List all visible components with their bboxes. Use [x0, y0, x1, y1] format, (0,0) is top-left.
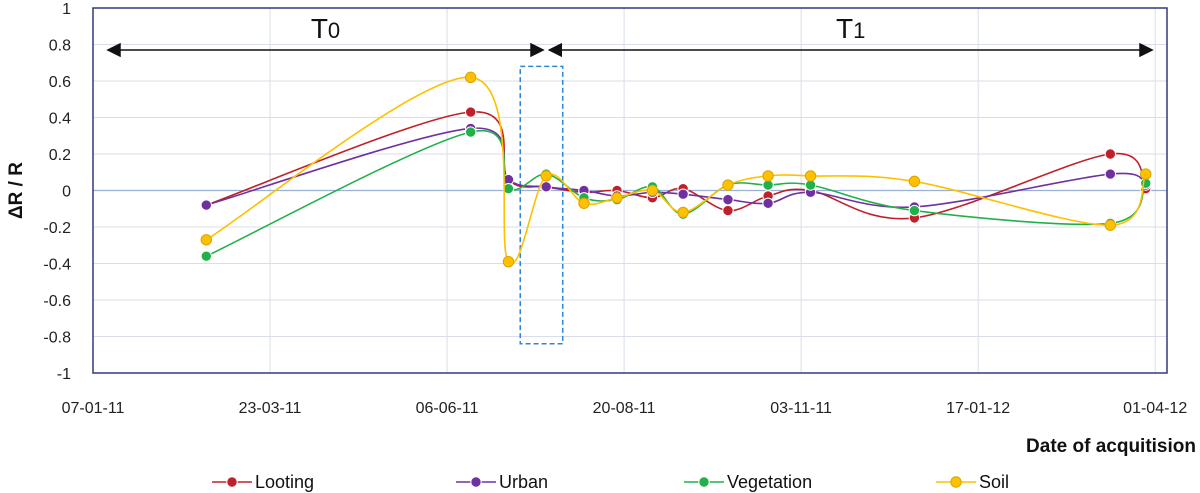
x-axis-title: Date of acquitision: [1026, 436, 1196, 457]
axis-ticks: -1 -0.8 -0.6 -0.4 -0.2 0 0.2 0.4 0.6 0.8 1 07-01-11…: [43, 1, 1187, 417]
y-tick-label: 0.8: [49, 38, 71, 55]
y-tick-label: -0.6: [43, 293, 71, 310]
x-tick-label: 07-01-11: [62, 400, 125, 417]
data-point-soil: [464, 71, 477, 84]
data-point-urban: [200, 199, 213, 211]
data-point-soil: [578, 197, 590, 209]
data-point-looting: [464, 106, 477, 118]
data-point-vegetation: [464, 126, 477, 138]
legend-label-urban: Urban: [499, 472, 548, 492]
y-axis-title: ΔR / R: [6, 162, 27, 219]
data-point-urban: [762, 197, 774, 209]
y-tick-label: -0.4: [43, 257, 71, 274]
annotations: T0 T1: [106, 13, 1154, 345]
legend-marker-looting: [226, 476, 238, 488]
y-tick-label: 0: [62, 184, 71, 201]
legend-marker-soil: [950, 476, 962, 488]
data-point-soil: [1140, 168, 1152, 180]
data-point-soil: [540, 170, 552, 182]
data-point-soil: [611, 192, 623, 204]
y-tick-label: -1: [57, 366, 71, 383]
x-tick-label: 20-08-11: [593, 400, 656, 417]
series-line-looting: [206, 111, 1147, 220]
legend-label-soil: Soil: [979, 472, 1009, 492]
legend-label-looting: Looting: [255, 472, 314, 492]
data-point-looting: [1104, 148, 1117, 160]
legend-label-vegetation: Vegetation: [727, 472, 812, 492]
x-tick-label: 17-01-12: [946, 400, 1010, 417]
x-tick-label: 23-03-11: [239, 400, 302, 417]
y-tick-label: -0.8: [43, 330, 71, 347]
period-label: T1: [836, 13, 865, 44]
y-tick-label: 0.4: [49, 111, 71, 128]
highlight-box: [519, 65, 564, 345]
legend-marker-urban: [470, 476, 482, 488]
series-soil: [200, 71, 1152, 268]
series-line-soil: [205, 76, 1147, 265]
data-point-soil: [200, 234, 213, 246]
data-point-urban: [722, 193, 734, 206]
y-tick-label: 0.2: [49, 147, 71, 164]
data-point-urban: [540, 181, 552, 193]
y-tick-label: 0.6: [49, 74, 71, 91]
data-point-soil: [908, 175, 921, 188]
data-point-looting: [722, 204, 734, 217]
y-tick-label: 1: [62, 1, 71, 18]
legend-item-looting: Looting: [212, 472, 314, 492]
y-tick-label: -0.2: [43, 220, 71, 237]
plot-area: [92, 7, 1168, 374]
legend: Looting Urban Vegetation Soil: [212, 472, 1009, 492]
legend-item-urban: Urban: [456, 472, 548, 492]
legend-marker-vegetation: [698, 476, 710, 488]
data-point-soil: [762, 170, 774, 182]
x-tick-label: 03-11-11: [770, 400, 832, 417]
data-point-soil: [722, 179, 734, 191]
data-point-vegetation: [502, 182, 515, 195]
data-point-urban: [1104, 168, 1117, 180]
data-point-vegetation: [908, 204, 921, 217]
series-urban: [200, 122, 1152, 213]
x-tick-label: 06-06-11: [416, 400, 479, 417]
data-point-soil: [646, 184, 659, 197]
legend-item-soil: Soil: [936, 472, 1009, 492]
x-tick-label: 01-04-12: [1123, 400, 1187, 417]
data-point-urban: [677, 188, 689, 200]
data-point-soil: [804, 170, 817, 182]
series-looting: [200, 106, 1152, 224]
data-point-soil: [677, 206, 689, 219]
period-label: T0: [311, 13, 340, 44]
data-point-vegetation: [200, 250, 213, 262]
data-point-soil: [1104, 219, 1117, 231]
series: [200, 71, 1152, 268]
legend-item-vegetation: Vegetation: [684, 472, 812, 492]
data-point-soil: [502, 255, 515, 268]
